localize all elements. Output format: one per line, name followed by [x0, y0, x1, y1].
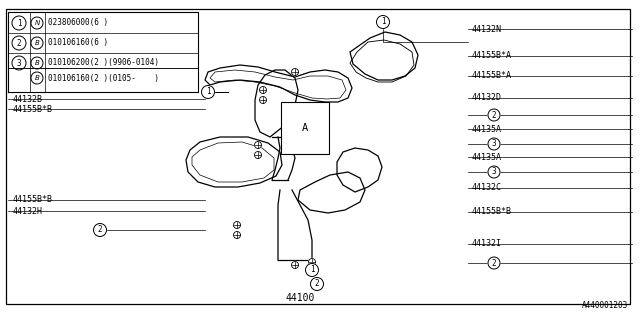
Text: 1: 1 — [17, 19, 21, 28]
Text: 44132H: 44132H — [13, 206, 43, 215]
Text: 1: 1 — [381, 18, 385, 27]
Circle shape — [31, 37, 43, 49]
Circle shape — [488, 109, 500, 121]
Circle shape — [488, 257, 500, 269]
Text: 44100: 44100 — [285, 293, 315, 303]
Text: 010106160(6 ): 010106160(6 ) — [48, 38, 108, 47]
Text: 44132B: 44132B — [13, 94, 43, 103]
Text: 44155B*A: 44155B*A — [472, 52, 512, 60]
Text: 2: 2 — [17, 38, 21, 47]
Text: 44132N: 44132N — [472, 25, 502, 34]
Circle shape — [305, 263, 319, 276]
Circle shape — [202, 85, 214, 99]
Text: 2: 2 — [98, 226, 102, 235]
Text: 3: 3 — [492, 140, 496, 148]
Circle shape — [12, 56, 26, 70]
Circle shape — [259, 86, 266, 93]
Text: B: B — [35, 40, 40, 46]
Text: 44132D: 44132D — [472, 93, 502, 102]
Text: 44135A: 44135A — [472, 124, 502, 133]
Circle shape — [291, 261, 298, 268]
Text: 44155B*A: 44155B*A — [472, 71, 512, 81]
Text: 010106160(2 )(0105-    ): 010106160(2 )(0105- ) — [48, 74, 159, 83]
Text: A440001203: A440001203 — [582, 301, 628, 310]
Text: 2: 2 — [492, 259, 496, 268]
Circle shape — [93, 223, 106, 236]
Circle shape — [259, 97, 266, 103]
Circle shape — [308, 268, 316, 276]
Text: 2: 2 — [315, 279, 319, 289]
Circle shape — [255, 141, 262, 148]
Circle shape — [31, 17, 43, 29]
Text: 3: 3 — [492, 167, 496, 177]
Text: 44132I: 44132I — [472, 239, 502, 249]
Text: 1: 1 — [310, 266, 314, 275]
Circle shape — [234, 221, 241, 228]
Circle shape — [12, 16, 26, 30]
Text: 44155B*B: 44155B*B — [13, 105, 53, 114]
Circle shape — [488, 138, 500, 150]
Circle shape — [31, 57, 43, 69]
Text: 44155B*B: 44155B*B — [13, 196, 53, 204]
Text: 010106200(2 )(9906-0104): 010106200(2 )(9906-0104) — [48, 59, 159, 68]
Text: 44155B*B: 44155B*B — [472, 207, 512, 217]
Circle shape — [12, 36, 26, 50]
Text: 44132C: 44132C — [472, 183, 502, 193]
Circle shape — [234, 231, 241, 238]
Circle shape — [376, 15, 390, 28]
Text: 2: 2 — [492, 110, 496, 119]
Text: B: B — [35, 75, 40, 81]
Circle shape — [310, 277, 323, 291]
Circle shape — [488, 166, 500, 178]
Circle shape — [308, 259, 316, 266]
Text: A: A — [302, 123, 308, 133]
Text: B: B — [35, 60, 40, 66]
Circle shape — [31, 72, 43, 84]
Text: N: N — [35, 20, 40, 26]
Circle shape — [255, 151, 262, 158]
Text: 1: 1 — [205, 87, 211, 97]
Circle shape — [291, 68, 298, 76]
Text: 3: 3 — [17, 59, 21, 68]
Text: 023806000(6 ): 023806000(6 ) — [48, 19, 108, 28]
Text: 44135A: 44135A — [472, 153, 502, 162]
